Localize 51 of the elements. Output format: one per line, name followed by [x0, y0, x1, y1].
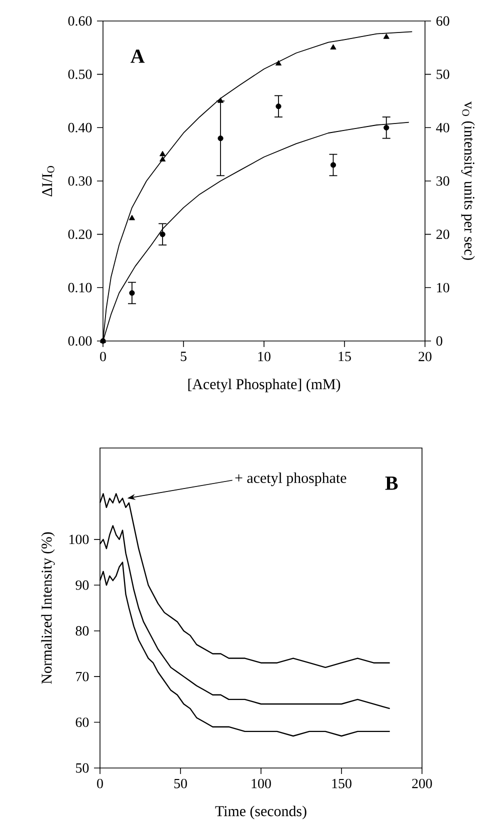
x-tick-label: 0: [100, 352, 106, 362]
y2-tick-label: 20: [436, 230, 450, 240]
x-tick-label: 10: [258, 352, 270, 362]
point: [330, 162, 336, 168]
y-tick-label: 0.50: [68, 70, 92, 80]
y-tick-label: 0.00: [68, 336, 92, 346]
point: [217, 98, 224, 103]
x-tick-label: 200: [412, 778, 432, 788]
y-tick-label: 60: [76, 718, 89, 727]
y-tick-label: 100: [69, 534, 89, 544]
point: [330, 44, 336, 50]
y2-tick-label: 0: [436, 336, 442, 346]
point: [128, 214, 136, 220]
point: [160, 150, 166, 156]
y-axis-title: ΔI/I$_{O}$: [42, 166, 54, 196]
point: [383, 34, 390, 39]
annotation: A: [130, 50, 145, 63]
annotation: B: [385, 476, 398, 490]
y-axis-title: Normalized Intensity (%): [41, 532, 55, 684]
x-tick-label: 50: [174, 778, 187, 788]
y-tick-label: 0.40: [68, 122, 92, 132]
y-tick-label: 0.60: [68, 16, 92, 26]
point: [384, 124, 390, 130]
point: [276, 104, 282, 110]
x-tick-label: 15: [338, 352, 351, 362]
x-axis-title: Time (seconds): [215, 806, 306, 820]
x-tick-label: 20: [418, 352, 432, 362]
y2-tick-label: 50: [436, 70, 450, 80]
annotation: + acetyl phosphate: [235, 472, 346, 486]
y-tick-label: 70: [76, 672, 89, 682]
y-tick-label: 50: [76, 763, 89, 773]
y2-tick-label: 60: [436, 16, 450, 26]
x-tick-label: 100: [252, 778, 271, 788]
y-tick-label: 0.20: [68, 230, 92, 240]
x-tick-label: 150: [332, 778, 352, 788]
point: [160, 232, 166, 238]
x-axis-title: [Acetyl Phosphate] (mM): [188, 378, 340, 392]
point: [129, 290, 135, 296]
y2-axis-title: v$_{O}$ (intensity units per sec): [461, 101, 475, 260]
y2-tick-label: 10: [437, 282, 450, 292]
y-tick-label: 90: [76, 580, 89, 590]
point: [275, 60, 282, 66]
y-tick-label: 0.30: [68, 176, 92, 186]
y-tick-label: 80: [76, 626, 89, 636]
y2-tick-label: 40: [436, 122, 450, 132]
x-tick-label: 5: [180, 352, 186, 362]
y-tick-label: 0.10: [68, 282, 92, 292]
point: [218, 136, 224, 142]
x-tick-label: 0: [97, 778, 103, 788]
y2-tick-label: 30: [436, 176, 450, 186]
point: [160, 156, 166, 162]
